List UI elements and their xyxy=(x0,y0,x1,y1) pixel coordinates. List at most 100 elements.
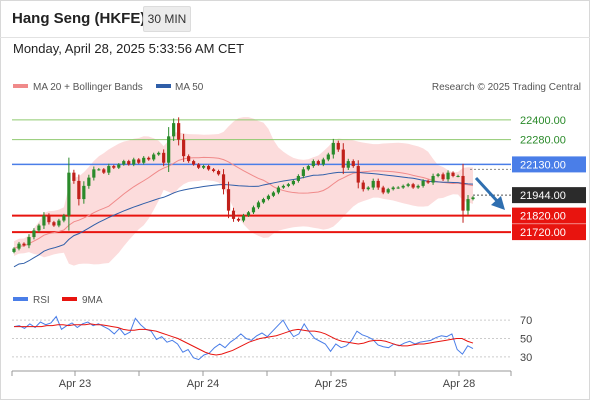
x-tick-label: Apr 28 xyxy=(443,378,475,390)
candle xyxy=(152,152,156,162)
ma20-line xyxy=(13,156,474,250)
candle-body xyxy=(127,161,131,165)
instrument-title: Hang Seng (HKFE) xyxy=(12,10,146,27)
candle xyxy=(117,163,121,170)
candle xyxy=(92,166,96,181)
candle-body xyxy=(441,174,445,180)
candle-body xyxy=(246,212,251,216)
candle xyxy=(231,207,236,222)
legend-9ma: 9MA xyxy=(82,295,103,306)
candle-body xyxy=(157,152,161,155)
candle-body xyxy=(147,157,151,160)
x-tick-label: Apr 24 xyxy=(187,378,219,390)
candle-body xyxy=(137,159,141,163)
candle-body xyxy=(286,184,291,186)
candle xyxy=(52,220,56,227)
candle xyxy=(246,210,251,217)
candle xyxy=(401,184,405,189)
x-axis: Apr 23 Apr 24 Apr 25 Apr 28 xyxy=(11,371,512,390)
candle-body xyxy=(47,215,51,223)
level-label-22400: 22400.00 xyxy=(520,115,566,127)
rsi-ma-line xyxy=(14,323,474,356)
candle-body xyxy=(107,166,111,173)
candle xyxy=(157,151,161,156)
candle-body xyxy=(187,156,191,162)
candle-body xyxy=(431,175,435,183)
legend-swatch-ma50 xyxy=(156,84,171,88)
candle xyxy=(17,241,21,251)
candle-body xyxy=(371,180,375,188)
candle-body xyxy=(386,189,390,193)
candle-body xyxy=(142,157,146,163)
candle xyxy=(177,117,181,146)
candle xyxy=(271,191,276,198)
candle xyxy=(316,159,320,166)
candle-body xyxy=(271,192,276,196)
interval-button[interactable]: 30 MIN xyxy=(143,6,191,32)
x-tick-label: Apr 23 xyxy=(59,378,91,390)
candle-body xyxy=(416,185,420,188)
candle-body xyxy=(356,166,360,183)
candle xyxy=(306,164,310,171)
candle xyxy=(206,164,211,171)
level-label-21820: 21820.00 xyxy=(520,211,566,223)
candle xyxy=(72,169,76,184)
candle-body xyxy=(201,166,206,168)
candle xyxy=(421,179,425,188)
candle-body xyxy=(122,161,126,165)
candle-body xyxy=(211,169,216,172)
candle xyxy=(42,212,46,229)
candle-body xyxy=(311,161,315,167)
candle-body xyxy=(316,161,320,165)
candle-body xyxy=(266,195,271,200)
candle xyxy=(162,149,166,167)
candle xyxy=(326,152,330,162)
candle-body xyxy=(436,174,440,176)
candle-body xyxy=(97,169,101,171)
candle xyxy=(57,218,61,228)
candle xyxy=(266,194,271,201)
candle-body xyxy=(196,164,201,168)
candle-body xyxy=(37,225,41,231)
candle-body xyxy=(231,210,236,219)
candle-body xyxy=(406,184,410,186)
candle xyxy=(142,156,146,165)
candle xyxy=(122,159,126,166)
candle-body xyxy=(152,154,156,160)
candle xyxy=(47,213,51,225)
legend-ma50: MA 50 xyxy=(175,82,204,93)
candle xyxy=(346,158,350,171)
candle-body xyxy=(401,185,405,188)
candle xyxy=(187,154,191,163)
candle xyxy=(276,185,281,195)
candle-body xyxy=(17,243,21,249)
candle-body xyxy=(177,123,181,140)
candle-body xyxy=(221,174,226,190)
candle-body xyxy=(276,187,281,193)
candle xyxy=(456,174,460,178)
candle-body xyxy=(206,166,211,170)
candle xyxy=(281,184,286,189)
candle xyxy=(286,182,291,188)
candle xyxy=(381,185,385,195)
candle xyxy=(336,140,340,152)
candle xyxy=(441,172,445,181)
candle xyxy=(436,172,440,178)
candle-body xyxy=(236,218,241,221)
candle-body xyxy=(281,185,286,188)
candle xyxy=(426,179,430,184)
candle-body xyxy=(381,187,385,193)
candle-body xyxy=(182,139,186,157)
candle xyxy=(341,143,345,175)
candle xyxy=(132,157,136,167)
candle xyxy=(97,168,101,171)
candle xyxy=(32,228,36,240)
candle xyxy=(27,234,31,249)
candle-body xyxy=(241,215,246,221)
level-label-bg-21720 xyxy=(512,224,586,241)
candle xyxy=(321,157,325,167)
candle xyxy=(137,158,141,165)
header-bar: Hang Seng (HKFE) 30 MIN xyxy=(0,0,590,38)
candle-body xyxy=(326,154,330,160)
